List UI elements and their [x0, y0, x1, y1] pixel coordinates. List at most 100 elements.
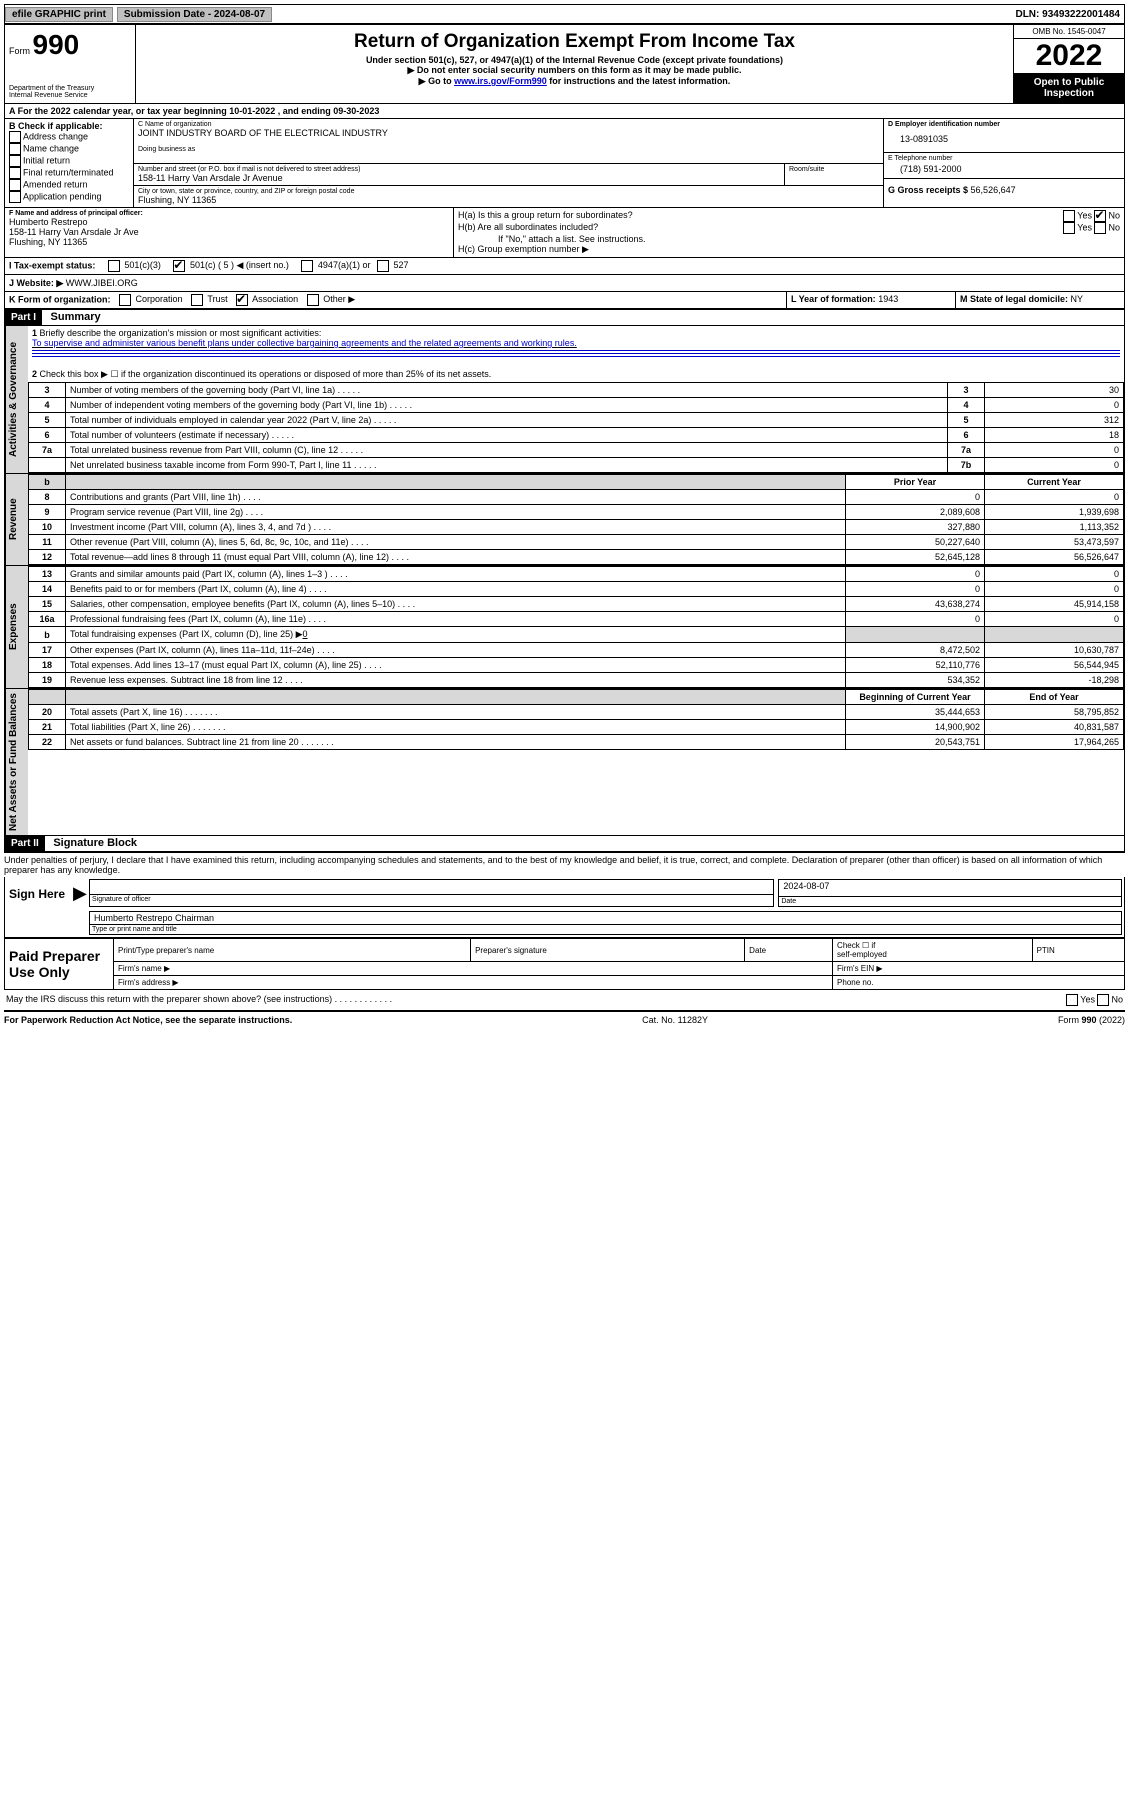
efile-button[interactable]: efile GRAPHIC print — [5, 7, 113, 22]
i-label: I Tax-exempt status: — [9, 260, 95, 270]
prep-label: Paid Preparer Use Only — [5, 939, 114, 990]
suite-label: Room/suite — [785, 164, 883, 185]
prep-phone: Phone no. — [833, 976, 1125, 990]
prep-firm-name: Firm's name ▶ — [114, 962, 833, 976]
c-label: C Name of organization — [138, 121, 879, 128]
discuss-answer[interactable]: Yes No — [1066, 994, 1123, 1006]
d-label: D Employer identification number — [888, 121, 1120, 128]
table-row: 15Salaries, other compensation, employee… — [29, 597, 1124, 612]
i-501c3[interactable]: 501(c)(3) — [108, 260, 161, 270]
row-fh: F Name and address of principal officer:… — [5, 208, 1124, 258]
irs-link[interactable]: www.irs.gov/Form990 — [454, 76, 547, 86]
table-row: 19Revenue less expenses. Subtract line 1… — [29, 673, 1124, 688]
sub3b: for instructions and the latest informat… — [547, 76, 731, 86]
table-row: 22Net assets or fund balances. Subtract … — [29, 735, 1124, 750]
hc-text: H(c) Group exemption number ▶ — [458, 244, 1120, 255]
header-row: Form 990 Department of the Treasury Inte… — [5, 25, 1124, 104]
submission-date-button[interactable]: Submission Date - 2024-08-07 — [117, 7, 272, 22]
k-other[interactable]: Other ▶ — [307, 294, 355, 304]
vlabel-exp: Expenses — [5, 566, 28, 688]
j-label: J Website: ▶ — [9, 278, 66, 288]
k-label: K Form of organization: — [9, 294, 111, 304]
box-b-label: B Check if applicable: — [9, 121, 129, 131]
ha-text: H(a) Is this a group return for subordin… — [458, 210, 633, 222]
sig-officer-label: Signature of officer — [90, 894, 773, 904]
q1: Briefly describe the organization's miss… — [40, 328, 322, 338]
officer-name: Humberto Restrepo — [9, 217, 449, 227]
vlabel-net: Net Assets or Fund Balances — [5, 689, 28, 835]
hb-answer[interactable]: Yes No — [1063, 222, 1120, 234]
l-label: L Year of formation: — [791, 294, 878, 304]
sig-date-val: 2024-08-07 — [779, 880, 1121, 896]
k-corp[interactable]: Corporation — [119, 294, 183, 304]
footer-right: Form 990 (2022) — [1058, 1015, 1125, 1025]
table-row: 8Contributions and grants (Part VIII, li… — [29, 490, 1124, 505]
sub3a: ▶ Go to — [419, 76, 454, 86]
row-i: I Tax-exempt status: 501(c)(3) 501(c) ( … — [5, 257, 1124, 275]
ha-answer[interactable]: Yes No — [1063, 210, 1120, 222]
table-row: 20Total assets (Part X, line 16) . . . .… — [29, 705, 1124, 720]
table-row: 3Number of voting members of the governi… — [29, 383, 1124, 398]
street-label: Number and street (or P.O. box if mail i… — [138, 166, 780, 173]
footer: For Paperwork Reduction Act Notice, see … — [4, 1012, 1125, 1025]
box-h: H(a) Is this a group return for subordin… — [454, 208, 1124, 257]
opt-name[interactable]: Name change — [9, 143, 129, 155]
subtitle-2: ▶ Do not enter social security numbers o… — [140, 65, 1009, 76]
sig-name-val: Humberto Restrepo Chairman — [90, 912, 1121, 924]
opt-pending[interactable]: Application pending — [9, 191, 129, 203]
vlabel-gov: Activities & Governance — [5, 326, 28, 473]
i-4947[interactable]: 4947(a)(1) or — [301, 260, 370, 270]
i-501c[interactable]: 501(c) ( 5 ) ◀ (insert no.) — [173, 260, 288, 270]
org-name: JOINT INDUSTRY BOARD OF THE ELECTRICAL I… — [138, 128, 879, 138]
part2-label: Part II — [5, 836, 45, 851]
i-527[interactable]: 527 — [377, 260, 409, 270]
city-label: City or town, state or province, country… — [138, 188, 879, 195]
opt-initial[interactable]: Initial return — [9, 155, 129, 167]
part1-label: Part I — [5, 310, 42, 325]
city-val: Flushing, NY 11365 — [138, 195, 879, 205]
table-row: 18Total expenses. Add lines 13–17 (must … — [29, 658, 1124, 673]
irs-text: Internal Revenue Service — [9, 92, 131, 99]
year-box: 2022 — [1014, 39, 1124, 73]
table-row: Net unrelated business taxable income fr… — [29, 458, 1124, 473]
officer-addr2: Flushing, NY 11365 — [9, 237, 449, 247]
box-c: C Name of organization JOINT INDUSTRY BO… — [134, 119, 884, 207]
table-row: 17Other expenses (Part IX, column (A), l… — [29, 643, 1124, 658]
opt-amended[interactable]: Amended return — [9, 179, 129, 191]
h-note: If "No," attach a list. See instructions… — [458, 234, 1120, 244]
website-val: WWW.JIBEI.ORG — [66, 278, 138, 288]
prep-c4: Check ☐ ifself-employed — [833, 939, 1033, 962]
table-row: 21Total liabilities (Part X, line 26) . … — [29, 720, 1124, 735]
discuss-row: May the IRS discuss this return with the… — [4, 990, 1125, 1012]
preparer-table: Paid Preparer Use Only Print/Type prepar… — [4, 938, 1125, 990]
table-expenses: 13Grants and similar amounts paid (Part … — [28, 566, 1124, 688]
header-left: Form 990 Department of the Treasury Inte… — [5, 25, 136, 103]
k-trust[interactable]: Trust — [191, 294, 228, 304]
gross-receipts: 56,526,647 — [971, 185, 1016, 195]
l-val: 1943 — [878, 294, 898, 304]
table-governance: 3Number of voting members of the governi… — [28, 382, 1124, 473]
table-row: 14Benefits paid to or for members (Part … — [29, 582, 1124, 597]
table-row: 9Program service revenue (Part VIII, lin… — [29, 505, 1124, 520]
dln-text: DLN: 93493222001484 — [1015, 9, 1124, 20]
form-title: Return of Organization Exempt From Incom… — [140, 31, 1009, 53]
prep-c5: PTIN — [1032, 939, 1124, 962]
part2-header: Part II Signature Block — [5, 835, 1124, 852]
hb-text: H(b) Are all subordinates included? — [458, 222, 598, 234]
opt-address[interactable]: Address change — [9, 131, 129, 143]
open-inspect: Open to Public Inspection — [1014, 73, 1124, 103]
table-row: 7aTotal unrelated business revenue from … — [29, 443, 1124, 458]
opt-final[interactable]: Final return/terminated — [9, 167, 129, 179]
form-body: Form 990 Department of the Treasury Inte… — [4, 24, 1125, 853]
form-word: Form — [9, 46, 30, 56]
e-label: E Telephone number — [888, 155, 1120, 162]
table-netassets: Beginning of Current YearEnd of Year20To… — [28, 689, 1124, 750]
m-label: M State of legal domicile: — [960, 294, 1071, 304]
summary-netassets: Net Assets or Fund Balances Beginning of… — [5, 689, 1124, 835]
topbar: efile GRAPHIC print Submission Date - 20… — [4, 4, 1125, 24]
line-a: A For the 2022 calendar year, or tax yea… — [5, 104, 1124, 119]
officer-addr1: 158-11 Harry Van Arsdale Jr Ave — [9, 227, 449, 237]
omb-text: OMB No. 1545-0047 — [1014, 25, 1124, 39]
prep-c3: Date — [745, 939, 833, 962]
k-assoc[interactable]: Association — [236, 294, 298, 304]
